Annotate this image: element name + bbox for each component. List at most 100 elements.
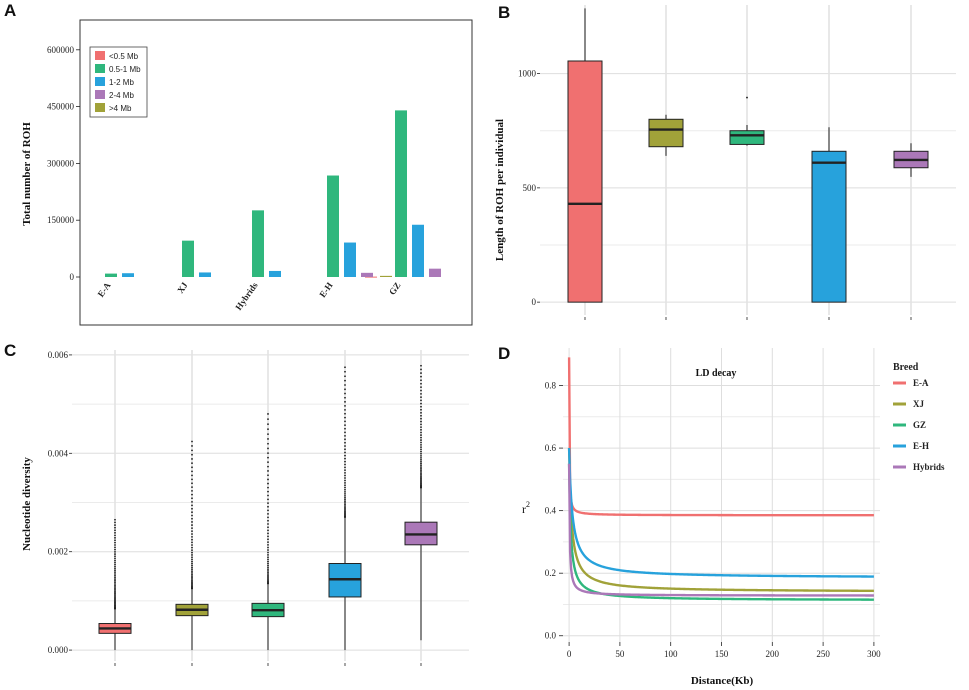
c-outlier-point	[114, 578, 116, 581]
c-outlier-point	[267, 502, 269, 505]
c-outlier-point	[114, 555, 116, 558]
panel-b-y-ticks: 0 500 1000	[518, 69, 912, 320]
panel-d-legend-label: E-H	[913, 441, 929, 451]
panel-a-y-tick-label: 600000	[47, 45, 75, 55]
panel-b-y-tick-label: 500	[523, 183, 537, 193]
panel-d-legend-label: GZ	[913, 420, 926, 430]
c-outlier-point	[114, 581, 116, 584]
c-outlier-point	[191, 527, 193, 530]
c-outlier-point	[114, 539, 116, 542]
c-outlier-point	[420, 382, 422, 385]
c-outlier-point	[191, 572, 193, 574]
panel-a-legend-label: <0.5 Mb	[109, 52, 139, 61]
panel-d-series-line	[567, 463, 874, 597]
c-outlier-point	[191, 558, 193, 561]
panel-letter-a: A	[4, 1, 16, 20]
c-outlier-point	[191, 568, 193, 571]
c-outlier-point	[267, 498, 269, 501]
c-outlier-point	[191, 573, 193, 576]
c-outlier-point	[191, 517, 193, 520]
c-outlier-point	[420, 446, 422, 449]
c-outlier-point	[114, 546, 116, 549]
c-outlier-point	[267, 474, 269, 477]
panel-d-y-tick-label: 0.0	[545, 631, 557, 641]
c-outlier-point	[344, 488, 346, 491]
b-box	[567, 60, 603, 303]
c-outlier-point	[114, 548, 116, 551]
c-outlier-point	[267, 452, 269, 455]
panel-d-x-tick-label: 0	[567, 649, 572, 659]
c-outlier-point	[114, 584, 116, 587]
c-outlier-point	[420, 417, 422, 420]
panel-a-y-tick-label: 450000	[47, 102, 75, 112]
panel-d-legend: Breed E-A XJ GZ E-H Hybrids	[893, 362, 945, 472]
panel-c-y-tick-label: 0.006	[48, 350, 69, 360]
c-outlier-point	[191, 445, 193, 447]
panel-a-bar	[344, 242, 356, 277]
panel-a-frame	[79, 19, 473, 326]
c-outlier-point	[267, 442, 269, 445]
c-outlier-point	[267, 526, 269, 529]
c-outlier-point	[344, 375, 346, 378]
c-outlier-point	[420, 456, 422, 459]
c-outlier-point	[191, 466, 193, 469]
panel-a-legend-swatch	[95, 77, 105, 86]
c-outlier-point	[267, 519, 269, 522]
panel-d-x-tick-label: 200	[766, 649, 780, 659]
c-outlier-point	[191, 578, 193, 580]
c-outlier-point	[267, 516, 269, 519]
panel-b-boxes	[567, 8, 929, 303]
panel-c-boxplot: 0.000 0.002 0.004 0.006 Nucleotide diversit…	[21, 350, 469, 666]
c-outlier-point	[191, 554, 193, 556]
c-outlier-point	[267, 566, 269, 569]
c-outlier-point	[191, 474, 193, 477]
panel-d-series-line	[567, 357, 874, 517]
panel-d-y-tick-label: 0.6	[545, 443, 557, 453]
c-outlier-point	[191, 530, 193, 533]
c-outlier-point	[267, 573, 269, 575]
c-outlier-point	[114, 553, 116, 555]
c-outlier-point	[114, 544, 116, 546]
c-outlier-point	[344, 396, 346, 399]
c-outlier-point	[191, 504, 193, 507]
panel-c-boxes	[98, 364, 438, 651]
c-outlier-point	[420, 420, 422, 423]
c-outlier-point	[420, 411, 422, 414]
c-outlier-point	[420, 423, 422, 426]
c-outlier-point	[114, 541, 116, 544]
c-outlier-point	[191, 449, 193, 452]
c-outlier-point	[191, 564, 193, 567]
c-outlier-point	[420, 372, 422, 374]
c-outlier-point	[420, 469, 422, 472]
c-outlier-point	[267, 494, 269, 497]
c-outlier-point	[267, 549, 269, 551]
c-outlier-point	[267, 538, 269, 541]
c-outlier-point	[267, 570, 269, 572]
c-outlier-point	[420, 405, 422, 408]
panel-a-bar	[361, 272, 373, 277]
c-outlier-point	[191, 482, 193, 485]
c-outlier-point	[114, 591, 116, 594]
panel-d-y-axis-r: r	[522, 502, 526, 516]
c-outlier-point	[344, 500, 346, 503]
panel-c-y-axis-title: Nucleotide diversity	[21, 457, 33, 551]
panel-a-bar	[252, 210, 264, 277]
c-outlier-point	[267, 529, 269, 532]
c-outlier-point	[344, 502, 346, 504]
c-outlier-point	[191, 549, 193, 552]
panel-a-x-label: E-A	[96, 280, 113, 299]
panel-a-x-label: GZ	[387, 280, 403, 296]
panel-a-bar	[429, 268, 441, 277]
c-outlier-point	[191, 486, 193, 489]
c-outlier-point	[344, 477, 346, 479]
c-outlier-point	[267, 465, 269, 468]
c-outlier-point	[267, 509, 269, 512]
c-outlier-point	[344, 427, 346, 430]
panel-d-annotation: LD decay	[696, 368, 737, 379]
panel-a-bar	[122, 273, 134, 277]
c-outlier-point	[267, 490, 269, 493]
c-outlier-point	[420, 396, 422, 399]
c-outlier-point	[191, 562, 193, 565]
c-outlier-point	[191, 470, 193, 473]
c-outlier-point	[344, 486, 346, 489]
